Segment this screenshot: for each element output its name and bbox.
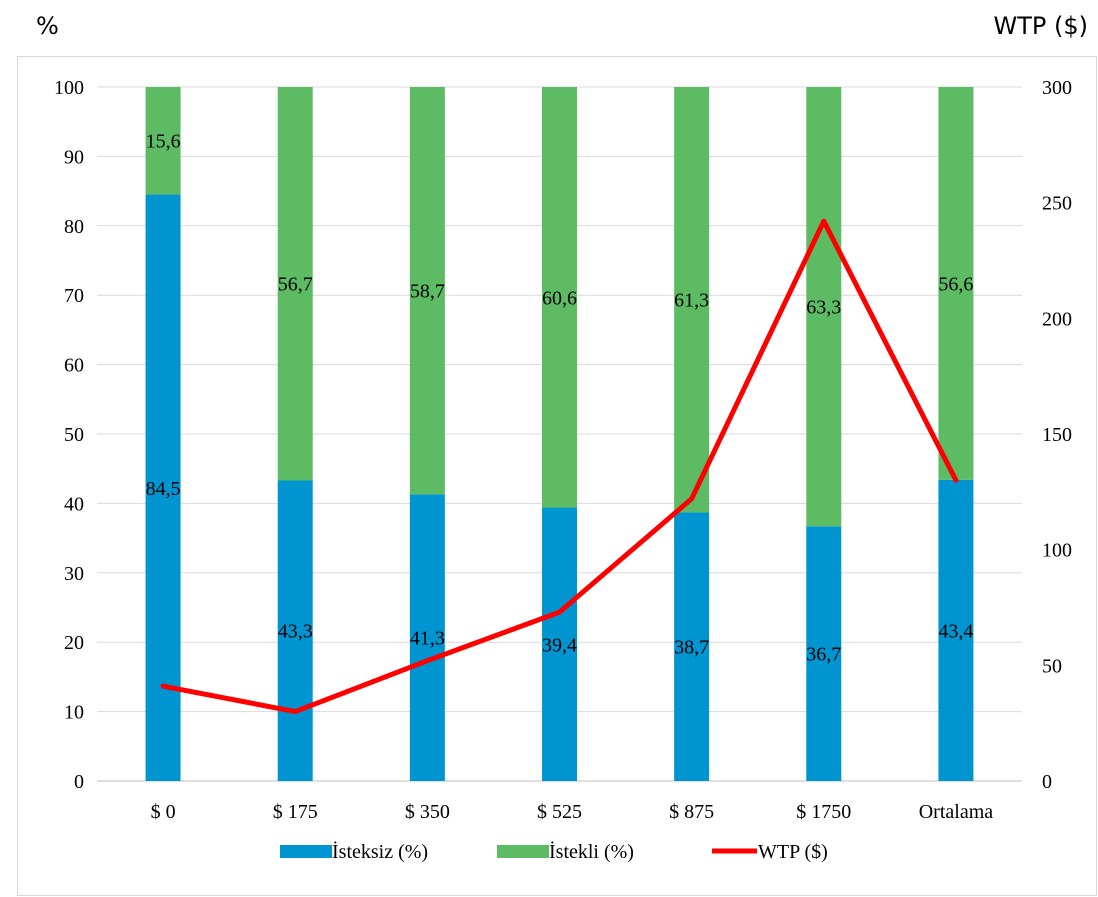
y-left-tick-label: 100 [54,77,84,99]
y-left-tick-label: 80 [64,216,84,238]
legend-istekli-label: İstekli (%) [549,840,634,863]
y-left-unit-label: % [36,12,59,40]
legend-wtp-label: WTP ($) [758,841,828,863]
bar-istekli [145,87,181,195]
y-left-tick-label: 10 [64,702,84,724]
bar-isteksiz [145,194,181,781]
data-label-istekli: 63,3 [806,297,841,319]
bar-isteksiz [542,507,577,781]
x-tick-label: $ 350 [405,801,450,823]
data-label-istekli: 56,7 [278,274,313,296]
y-right-tick-label: 100 [1042,540,1072,562]
chart-frame [17,56,1097,896]
y-left-tick-label: 90 [64,146,84,168]
y-left-tick-label: 40 [64,493,84,515]
data-label-istekli: 58,7 [410,281,445,303]
y-right-tick-label: 250 [1042,193,1072,215]
y-left-tick-label: 0 [74,771,84,793]
bar-istekli [806,87,842,527]
bar-isteksiz [806,526,842,781]
data-label-isteksiz: 84,5 [146,478,181,500]
data-label-isteksiz: 43,3 [278,621,313,643]
x-tick-label: $ 0 [151,801,176,823]
legend-isteksiz-swatch [280,845,332,858]
x-tick-label: $ 1750 [796,801,851,823]
data-label-isteksiz: 43,4 [938,620,973,642]
legend-isteksiz-label: İsteksiz (%) [332,840,428,863]
y-left-tick-label: 30 [64,563,84,585]
y-right-unit-label: WTP ($) [993,12,1089,40]
y-left-tick-label: 60 [64,355,84,377]
y-right-tick-label: 50 [1042,655,1062,677]
x-tick-label: $ 525 [537,801,582,823]
bar-isteksiz [277,480,313,781]
y-left-tick-label: 20 [64,632,84,654]
x-tick-label: $ 875 [669,801,714,823]
legend-istekli-swatch [497,845,549,858]
bar-isteksiz [409,494,445,781]
y-right-tick-label: 200 [1042,308,1072,330]
data-label-isteksiz: 38,7 [674,637,709,659]
x-tick-label: Ortalama [919,801,994,823]
bar-istekli [674,87,710,513]
y-right-tick-label: 0 [1042,771,1052,793]
wtp-line [160,218,959,715]
bar-istekli [277,87,313,481]
y-right-tick-label: 300 [1042,77,1072,99]
x-tick-label: $ 175 [273,801,318,823]
y-left-tick-label: 70 [64,285,84,307]
data-label-istekli: 61,3 [674,290,709,312]
data-label-isteksiz: 36,7 [806,644,841,666]
data-label-istekli: 15,6 [146,130,181,152]
y-left-tick-label: 50 [64,424,84,446]
bar-istekli [938,87,974,480]
bar-isteksiz [674,512,710,781]
data-label-isteksiz: 39,4 [542,634,577,656]
data-label-istekli: 56,6 [938,273,973,295]
y-right-tick-label: 150 [1042,424,1072,446]
data-label-isteksiz: 41,3 [410,628,445,650]
bar-istekli [409,87,445,495]
bar-istekli [542,87,577,508]
bar-isteksiz [938,479,974,781]
data-label-istekli: 60,6 [542,287,577,309]
